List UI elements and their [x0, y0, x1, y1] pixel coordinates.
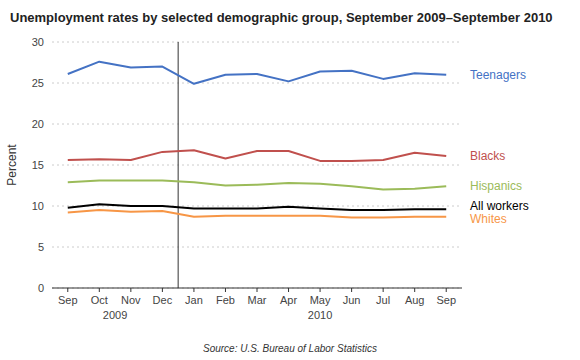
x-tick-label: Nov	[121, 294, 141, 306]
x-tick	[193, 288, 194, 292]
y-tick-label: 10	[32, 200, 44, 212]
grid-line	[52, 165, 462, 166]
x-tick	[320, 288, 321, 292]
x-tick-label: Sep	[58, 294, 78, 306]
y-tick-label: 25	[32, 77, 44, 89]
x-tick-label: Jul	[376, 294, 390, 306]
series-label: Hispanics	[470, 179, 522, 193]
y-tick-label: 30	[32, 36, 44, 48]
grid-line	[52, 42, 462, 43]
y-tick-label: 20	[32, 118, 44, 130]
series-line	[68, 62, 446, 84]
x-tick-label: Aug	[405, 294, 425, 306]
source: Source: U.S. Bureau of Labor Statistics	[203, 343, 377, 354]
series-label: Whites	[470, 212, 507, 226]
annotation: 2010	[308, 309, 332, 321]
divider	[178, 42, 179, 288]
x-tick-label: Jan	[185, 294, 203, 306]
y-tick-label: 5	[38, 241, 44, 253]
grid-line	[52, 124, 462, 125]
chart: Unemployment rates by selected demograph…	[0, 0, 580, 360]
series-label: All workers	[470, 199, 529, 213]
y-tick-label: 0	[38, 282, 44, 294]
x-tick-label: Dec	[153, 294, 173, 306]
x-tick-label: May	[310, 294, 331, 306]
x-tick	[130, 288, 131, 292]
series-line	[68, 181, 446, 190]
x-tick	[383, 288, 384, 292]
x-tick	[351, 288, 352, 292]
x-tick	[99, 288, 100, 292]
series-label: Blacks	[470, 149, 505, 163]
x-tick-label: Mar	[248, 294, 267, 306]
grid-line	[52, 83, 462, 84]
annotation: 2009	[103, 309, 127, 321]
series-label: Teenagers	[470, 68, 526, 82]
x-tick	[67, 288, 68, 292]
title: Unemployment rates by selected demograph…	[10, 10, 553, 25]
x-tick	[162, 288, 163, 292]
x-tick-label: Apr	[280, 294, 297, 306]
x-tick-label: Feb	[216, 294, 235, 306]
x-tick	[257, 288, 258, 292]
y-axis-label: Percent	[5, 144, 19, 186]
y-tick-label: 15	[32, 159, 44, 171]
x-tick-label: Jun	[343, 294, 361, 306]
plot-area	[68, 62, 446, 218]
x-tick	[414, 288, 415, 292]
series-line	[68, 204, 446, 210]
series-line	[68, 150, 446, 161]
x-tick	[446, 288, 447, 292]
x-tick-label: Oct	[91, 294, 108, 306]
grid-line	[52, 247, 462, 248]
series-line	[68, 210, 446, 217]
x-tick-label: Sep	[436, 294, 456, 306]
x-tick	[225, 288, 226, 292]
x-tick	[288, 288, 289, 292]
